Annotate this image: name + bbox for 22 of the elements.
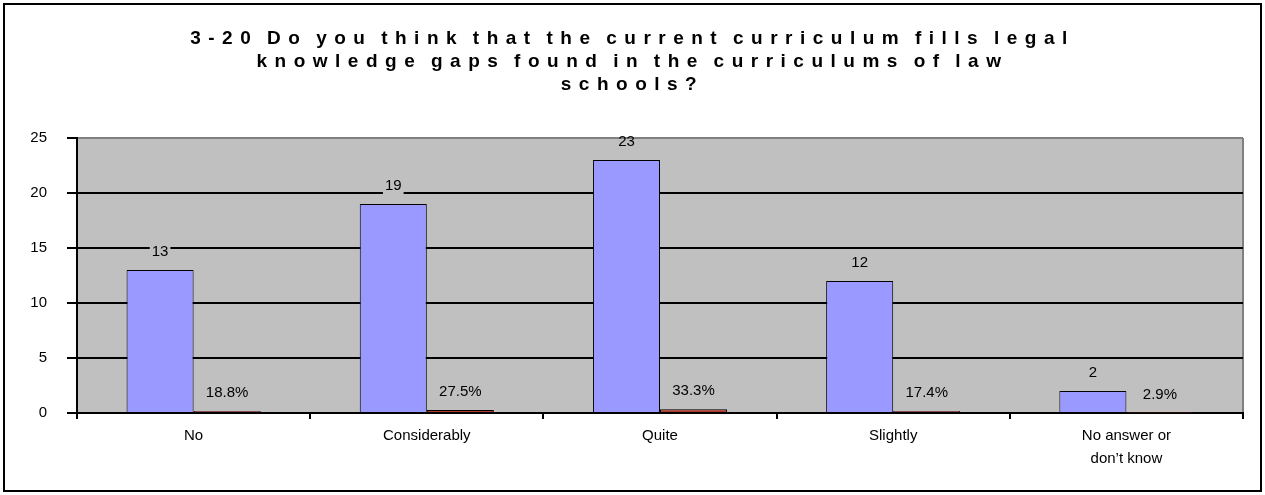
data-label: 19: [384, 176, 402, 193]
data-label: 13: [151, 242, 169, 259]
data-label: 12: [851, 253, 869, 270]
x-tick-label: No answer or don’t know: [1081, 426, 1172, 466]
y-tick-label: 10: [30, 293, 47, 311]
chart-title: 3-20 Do you think that the current curriculum fills legal knowledge gaps found in the curriculums of law schools?: [189, 26, 1076, 95]
x-tick-label: Considerably: [383, 426, 472, 444]
data-label: 17.4%: [905, 383, 948, 401]
data-label: 27.5%: [439, 381, 482, 399]
y-tick-label: 25: [30, 128, 47, 146]
data-label: 2: [1088, 363, 1098, 380]
x-tick-label: Slightly: [869, 426, 918, 444]
x-tick-label: No: [184, 426, 204, 444]
x-tick-label: Quite: [642, 426, 678, 444]
y-tick-label: 15: [30, 238, 47, 256]
data-label: 2.9%: [1142, 384, 1178, 402]
y-tick-label: 20: [30, 183, 47, 201]
data-label: 33.3%: [672, 381, 715, 399]
y-tick-label: 5: [38, 348, 47, 366]
data-label: 18.8%: [205, 382, 249, 400]
y-tick-label: 0: [38, 403, 47, 421]
data-label: 23: [618, 132, 635, 149]
